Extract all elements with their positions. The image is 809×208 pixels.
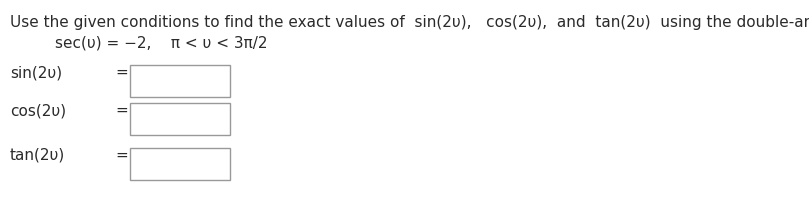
Text: Use the given conditions to find the exact values of  sin(2υ),   cos(2υ),  and  : Use the given conditions to find the exa…	[10, 15, 809, 30]
Bar	[130, 148, 230, 180]
Text: sin(2υ): sin(2υ)	[10, 65, 62, 80]
Bar	[130, 103, 230, 135]
Text: =: =	[115, 65, 128, 80]
Text: cos(2υ): cos(2υ)	[10, 103, 66, 118]
Text: sec(υ) = −2,    π < υ < 3π/2: sec(υ) = −2, π < υ < 3π/2	[55, 36, 268, 51]
Bar	[130, 65, 230, 97]
Text: =: =	[115, 148, 128, 163]
Text: tan(2υ): tan(2υ)	[10, 148, 66, 163]
Text: =: =	[115, 103, 128, 118]
